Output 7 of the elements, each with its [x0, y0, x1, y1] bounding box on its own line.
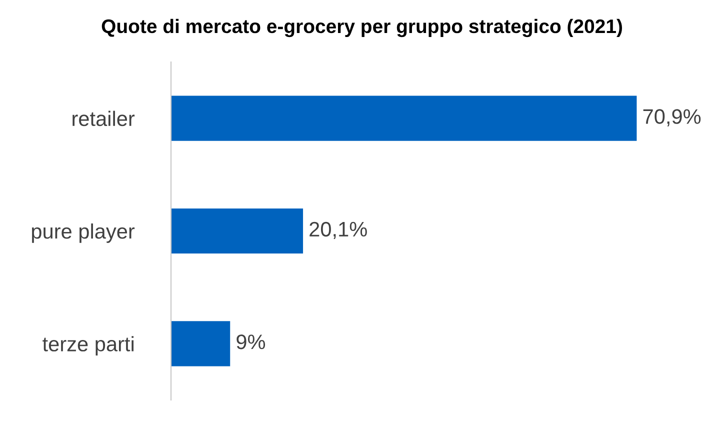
- y-tick-label: pure player: [32, 223, 135, 243]
- data-label: 9%: [236, 334, 266, 350]
- data-label: 70,9%: [643, 109, 701, 126]
- y-tick-label: retailer: [72, 110, 135, 126]
- y-tick-label: terze parti: [42, 336, 134, 356]
- chart-title: Quote di mercato e-grocery per gruppo strategico (2021): [102, 18, 622, 38]
- data-label: 20,1%: [310, 222, 367, 240]
